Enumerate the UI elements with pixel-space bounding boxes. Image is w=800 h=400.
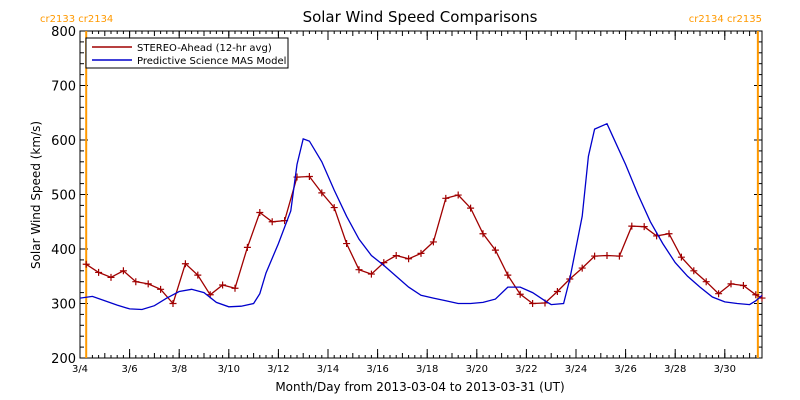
carrington-label-right: cr2134 cr2135 (689, 14, 762, 25)
x-tick-label: 3/6 (122, 364, 138, 375)
y-axis-label: Solar Wind Speed (km/s) (29, 121, 43, 269)
y-tick-label: 300 (51, 298, 76, 313)
y-tick-label: 400 (51, 243, 76, 258)
stereo-data-point (144, 280, 152, 288)
stereo-data-point (243, 243, 251, 251)
y-tick-label: 800 (51, 25, 76, 40)
legend-box (85, 37, 289, 69)
x-tick-label: 3/16 (366, 364, 388, 375)
x-tick-label: 3/4 (72, 364, 88, 375)
chart-title: Solar Wind Speed Comparisons (303, 8, 538, 26)
stereo-data-point (467, 204, 475, 212)
stereo-data-point (491, 246, 499, 254)
stereo-data-point (677, 253, 685, 261)
stereo-data-point (578, 264, 586, 272)
stereo-data-point (591, 252, 599, 260)
y-tick-label: 600 (51, 134, 76, 149)
stereo-data-point (504, 271, 512, 279)
x-tick-label: 3/28 (664, 364, 686, 375)
stereo-data-point (715, 290, 723, 298)
stereo-data-point (330, 204, 338, 212)
stereo-data-point (727, 280, 735, 288)
stereo-series-line (85, 175, 763, 305)
x-tick-label: 3/26 (614, 364, 636, 375)
x-tick-label: 3/24 (565, 364, 587, 375)
stereo-data-point (268, 218, 276, 226)
stereo-data-point (355, 266, 363, 274)
x-tick-label: 3/30 (714, 364, 736, 375)
x-tick-label: 3/20 (466, 364, 488, 375)
x-tick-label: 3/18 (416, 364, 438, 375)
stereo-data-point (95, 268, 103, 276)
stereo-data-point (231, 284, 239, 292)
stereo-data-point (442, 194, 450, 202)
stereo-data-point (739, 282, 747, 290)
stereo-data-point (454, 191, 462, 199)
plot-area: 200 300 400 500 600 700 800 3/4 3/6 3/8 3/10 3/12 3/… (51, 25, 766, 375)
x-tick-label: 3/12 (267, 364, 289, 375)
stereo-data-point (107, 273, 115, 281)
stereo-data-point (529, 300, 537, 307)
stereo-data-point (429, 238, 437, 246)
legend-label-stereo: STEREO-Ahead (12-hr avg) (137, 43, 272, 54)
stereo-data-point (702, 278, 710, 286)
stereo-data-point (132, 278, 140, 286)
stereo-data-point (752, 291, 760, 299)
chart-legend: STEREO-Ahead (12-hr avg) Predictive Scie… (85, 37, 289, 69)
stereo-data-point (367, 270, 375, 278)
stereo-data-point (219, 281, 227, 289)
mas-series-line (79, 122, 763, 311)
stereo-data-point (640, 223, 648, 231)
stereo-data-point (157, 285, 165, 293)
stereo-data-point (405, 255, 413, 263)
stereo-data-point (256, 208, 264, 216)
stereo-data-point (628, 222, 636, 230)
stereo-data-point (169, 300, 177, 307)
x-tick-label: 3/22 (515, 364, 537, 375)
stereo-data-point (194, 271, 202, 279)
axes-frame (79, 30, 763, 359)
x-tick-label: 3/8 (171, 364, 187, 375)
stereo-data-point (82, 260, 90, 268)
stereo-data-point (615, 252, 623, 260)
stereo-data-point (392, 252, 400, 260)
x-tick-label: 3/10 (218, 364, 240, 375)
stereo-data-point (417, 249, 425, 257)
stereo-data-point (119, 267, 127, 275)
carrington-label-left: cr2133 cr2134 (40, 14, 113, 25)
stereo-data-point (603, 252, 611, 260)
stereo-data-point (690, 267, 698, 275)
stereo-data-point (665, 230, 673, 238)
y-tick-label: 700 (51, 80, 76, 95)
stereo-data-point (479, 230, 487, 238)
stereo-data-point (181, 260, 189, 268)
stereo-data-point (343, 240, 351, 248)
stereo-data-point (318, 189, 326, 197)
y-tick-label: 500 (51, 189, 76, 204)
stereo-data-point (553, 288, 561, 296)
y-tick-label: 200 (51, 352, 76, 367)
stereo-data-point (516, 290, 524, 298)
stereo-data-point (305, 173, 313, 181)
legend-label-mas: Predictive Science MAS Model (137, 56, 286, 67)
x-axis-label: Month/Day from 2013-03-04 to 2013-03-31 … (275, 380, 564, 394)
x-tick-label: 3/14 (317, 364, 339, 375)
